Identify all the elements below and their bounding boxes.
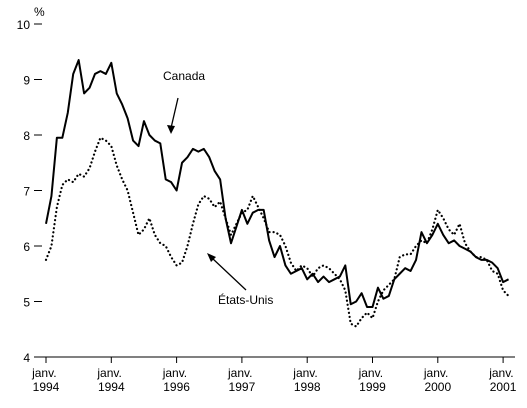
arrow: [211, 257, 247, 291]
y-tick-label: 9: [23, 74, 30, 88]
y-tick-label: 5: [23, 296, 30, 310]
y-tick-label: 10: [17, 18, 31, 32]
series-line: [45, 59, 509, 309]
arrow-head: [207, 253, 216, 262]
y-tick-label: 6: [23, 240, 30, 254]
y-unit: %: [34, 5, 45, 19]
arrow: [170, 97, 179, 129]
x-tick-label: janv. 1997: [227, 366, 256, 394]
x-tick-label: janv. 2000: [423, 366, 452, 394]
x-tick-label: janv. 1999: [358, 366, 387, 394]
x-tick-label: janv. 1996: [162, 366, 191, 394]
y-tick-label: 4: [23, 351, 30, 365]
x-tick-label: janv. 1994: [96, 366, 125, 394]
series-label: Canada: [163, 69, 205, 83]
y-tick-label: 8: [23, 129, 30, 143]
series-line: [44, 136, 510, 328]
x-tick-label: janv. 1994: [31, 366, 60, 394]
arrow-head: [167, 125, 175, 134]
x-tick-label: janv. 1998: [292, 366, 321, 394]
series-label: États-Unis: [218, 292, 273, 307]
y-tick-label: 7: [23, 185, 30, 199]
x-tick-label: janv. 2001: [488, 366, 517, 394]
